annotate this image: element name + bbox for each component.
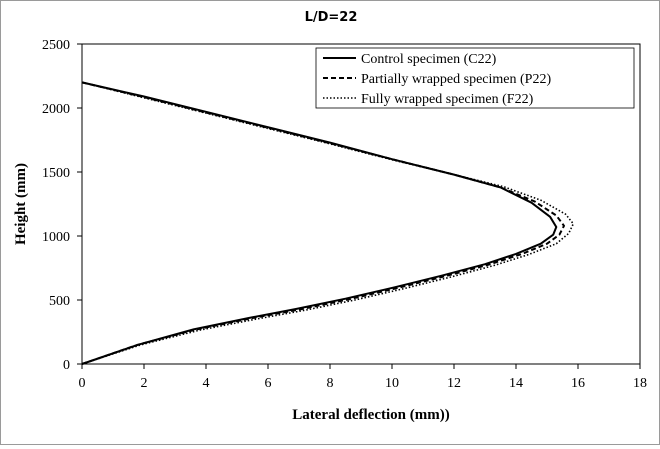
y-tick-label: 2500 bbox=[42, 38, 70, 53]
x-tick-label: 8 bbox=[327, 376, 334, 391]
series-line-partial bbox=[81, 81, 565, 365]
legend-label-full: Fully wrapped specimen (F22) bbox=[361, 92, 534, 107]
x-axis-ticks: 0 2 4 6 8 10 12 14 16 18 bbox=[79, 364, 647, 391]
legend-box bbox=[315, 47, 635, 109]
chart-title: L/D=22 bbox=[305, 10, 358, 25]
x-axis-label: Lateral deflection (mm)) bbox=[292, 407, 449, 423]
series-layer bbox=[81, 81, 575, 365]
x-tick-label: 0 bbox=[79, 376, 86, 391]
y-tick-label: 1000 bbox=[42, 230, 70, 245]
x-tick-label: 4 bbox=[203, 376, 210, 391]
y-tick-label: 500 bbox=[49, 294, 70, 309]
legend-label-control: Control specimen (C22) bbox=[361, 52, 497, 67]
legend: Control specimen (C22) Partially wrapped… bbox=[315, 47, 635, 109]
axes bbox=[81, 43, 641, 365]
y-tick-label: 1500 bbox=[42, 166, 70, 181]
x-tick-label: 2 bbox=[141, 376, 148, 391]
y-axis-label: Height (mm) bbox=[13, 163, 29, 245]
plot-area bbox=[81, 43, 641, 365]
y-axis-ticks: 0 500 1000 1500 2000 2500 bbox=[42, 38, 82, 373]
x-tick-label: 12 bbox=[447, 376, 461, 391]
x-tick-label: 18 bbox=[633, 376, 647, 391]
series-line-control bbox=[81, 81, 558, 365]
x-tick-label: 10 bbox=[385, 376, 399, 391]
x-tick-label: 6 bbox=[265, 376, 272, 391]
x-tick-label: 14 bbox=[509, 376, 523, 391]
y-tick-label: 0 bbox=[63, 358, 70, 373]
x-tick-label: 16 bbox=[571, 376, 585, 391]
series-line-full bbox=[81, 81, 575, 365]
y-tick-label: 2000 bbox=[42, 102, 70, 117]
legend-label-partial: Partially wrapped specimen (P22) bbox=[361, 72, 551, 87]
